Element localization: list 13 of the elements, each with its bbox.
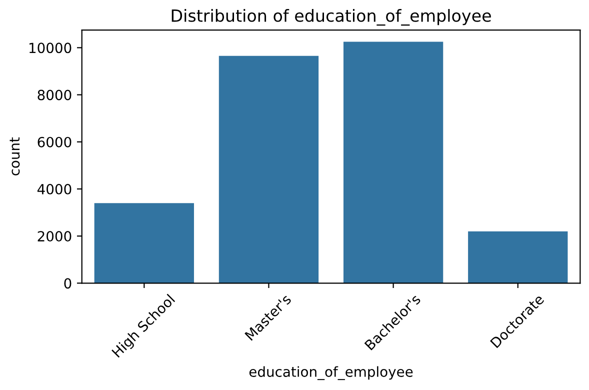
y-tick-label: 2000 [38, 231, 72, 242]
bar [94, 203, 194, 284]
y-tick-label: 0 [64, 278, 72, 289]
bar [343, 42, 444, 284]
y-tick-label: 6000 [38, 136, 72, 148]
bar [468, 231, 568, 284]
y-tick-label: 4000 [37, 184, 72, 194]
bar [218, 56, 319, 284]
x-axis-title: education_of_employee [249, 366, 413, 380]
y-tick-label: 8000 [38, 90, 72, 100]
y-tick-label: 10000 [29, 42, 72, 54]
y-axis-title: count [10, 137, 20, 176]
chart-title: Distribution of education_of_employee [172, 9, 491, 26]
